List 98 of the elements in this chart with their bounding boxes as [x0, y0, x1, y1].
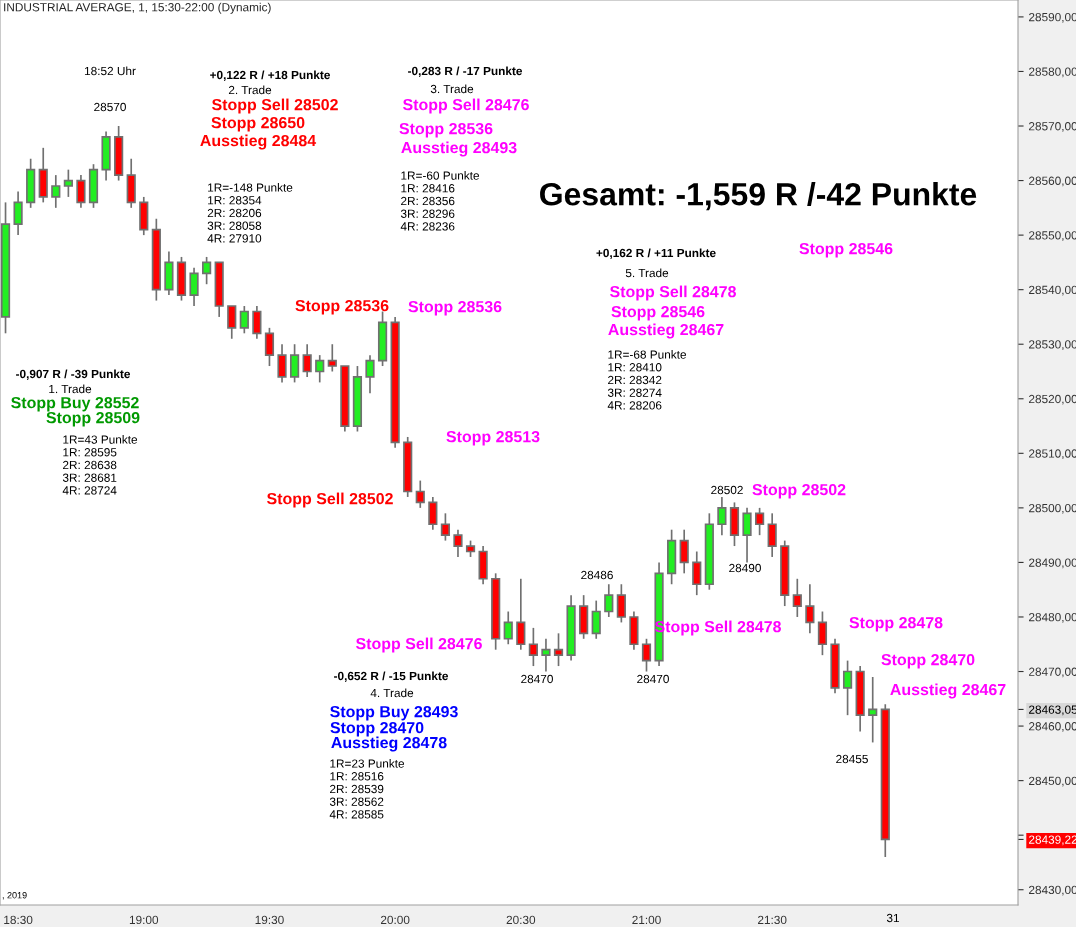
annotation: 1R=-68 Punkte 1R: 28410 2R: 28342 3R: 28274 4R: 28206: [607, 350, 687, 410]
candlestick: [541, 637, 551, 673]
candlestick: [679, 528, 689, 575]
candlestick: [604, 583, 614, 618]
annotation: 28470: [521, 674, 553, 684]
annotation: 28486: [581, 570, 613, 580]
candlestick: [239, 305, 249, 335]
x-tick-label: 20:00: [380, 915, 410, 925]
annotation: -0,283 R / -17 Punkte: [408, 66, 523, 77]
annotation: Stopp Buy 28493: [330, 705, 458, 721]
annotation: 1R=23 Punkte 1R: 28516 2R: 28539 3R: 28562 4R: 28585: [329, 759, 405, 819]
annotation: Ausstieg 28484: [200, 134, 317, 150]
annotation: +0,122 R / +18 Punkte: [210, 70, 330, 81]
annotation: Stopp 28478: [849, 616, 943, 632]
annotation: Stopp Sell 28476: [402, 98, 529, 114]
annotation: 28570: [94, 102, 126, 112]
candlestick: [51, 174, 61, 209]
annotation: 1R=43 Punkte 1R: 28595 2R: 28638 3R: 28681 4R: 28724: [62, 435, 138, 495]
candlestick: [641, 637, 652, 673]
candlestick: [742, 507, 752, 564]
candlestick: [767, 512, 777, 558]
candlestick: [868, 676, 878, 744]
annotation: 4. Trade: [370, 688, 414, 698]
annotation: Stopp 28513: [446, 430, 540, 446]
annotation: Stopp Sell 28478: [609, 285, 736, 301]
candlestick: [453, 528, 463, 558]
candlestick: [76, 174, 86, 209]
candlestick: [440, 512, 451, 542]
x-tick-label: 20:30: [506, 915, 536, 925]
annotation: Stopp 28509: [46, 411, 140, 427]
annotation: Stopp 28470: [881, 653, 975, 669]
annotation: +0,162 R / +11 Punkte: [596, 248, 716, 259]
annotation: 28502: [711, 485, 743, 495]
annotation: -0,652 R / -15 Punkte: [334, 671, 449, 682]
x-tick-label: 19:00: [129, 915, 159, 925]
x-tick-label: 19:30: [255, 915, 284, 925]
candlestick: [805, 583, 815, 635]
annotation: 3. Trade: [430, 84, 474, 94]
annotation: Ausstieg 28478: [331, 736, 447, 752]
annotation: Stopp Sell 28502: [211, 98, 338, 114]
annotation: Stopp 28536: [295, 299, 389, 315]
candlestick: [289, 343, 300, 384]
annotation: 1R=-148 Punkte 1R: 28354 2R: 28206 3R: 28058 4R: 27910: [207, 183, 293, 243]
annotation: 2. Trade: [228, 85, 272, 95]
candlestick: [817, 610, 828, 656]
annotation: Stopp 28470: [330, 721, 424, 737]
candlestick: [792, 577, 802, 618]
candlestick: [553, 632, 564, 667]
candlestick: [717, 496, 727, 536]
annotation: , 2019: [2, 892, 27, 900]
candlestick: [202, 256, 212, 286]
candlestick: [264, 327, 275, 367]
candlestick: [842, 659, 853, 716]
candlestick: [428, 496, 438, 531]
candlestick: [365, 354, 375, 395]
annotation: Stopp Sell 28502: [266, 492, 393, 508]
text: 31: [886, 913, 899, 923]
x-tick-label: 21:00: [632, 915, 661, 925]
candlestick: [516, 577, 526, 651]
candlestick: [315, 354, 325, 384]
candlestick: [327, 343, 337, 373]
annotation: Ausstieg 28493: [401, 141, 517, 157]
annotation: 1. Trade: [49, 384, 92, 394]
candlestick: [503, 610, 513, 646]
annotation: Stopp 28650: [211, 116, 305, 132]
annotation: Stopp Buy 28552: [11, 396, 139, 412]
annotation: Ausstieg 28467: [890, 683, 1006, 699]
annotation: 28455: [836, 754, 868, 764]
annotation: Stopp 28536: [399, 122, 493, 138]
candlestick: [692, 550, 702, 596]
candlestick: [415, 479, 425, 509]
x-tick-label: 18:30: [4, 915, 33, 925]
candlestick: [13, 190, 23, 236]
candlestick: [277, 343, 287, 384]
annotation: 28490: [729, 563, 761, 573]
annotation: Stopp 28502: [752, 483, 846, 499]
annotation: Stopp Sell 28476: [355, 637, 482, 653]
annotation: Stopp 28546: [799, 242, 893, 258]
candlestick: [754, 507, 765, 536]
candlestick: [227, 305, 237, 340]
annotation: -0,907 R / -39 Punkte: [16, 369, 131, 380]
annotation: 28470: [637, 674, 669, 684]
annotation: 18:52 Uhr: [84, 66, 136, 76]
candlestick: [189, 267, 199, 307]
text: Gesamt: -1,559 R /-42 Punkte: [540, 182, 977, 211]
annotation: Stopp 28536: [408, 300, 502, 316]
chart-title: INDUSTRIAL AVERAGE, 1, 15:30-22:00 (Dynamic): [4, 2, 271, 14]
candlestick: [302, 343, 312, 378]
annotation: 5. Trade: [625, 268, 669, 278]
candlestick: [616, 583, 626, 624]
x-tick-label: 21:30: [758, 915, 787, 925]
candlestick: [63, 168, 73, 198]
annotation: 1R=-60 Punkte 1R: 28416 2R: 28356 3R: 28296 4R: 28236: [400, 171, 480, 231]
candlestick: [591, 599, 601, 640]
candlestick: [528, 627, 538, 667]
annotation: Ausstieg 28467: [608, 323, 724, 339]
candlestick: [252, 305, 262, 340]
annotation: Stopp 28546: [611, 305, 705, 321]
